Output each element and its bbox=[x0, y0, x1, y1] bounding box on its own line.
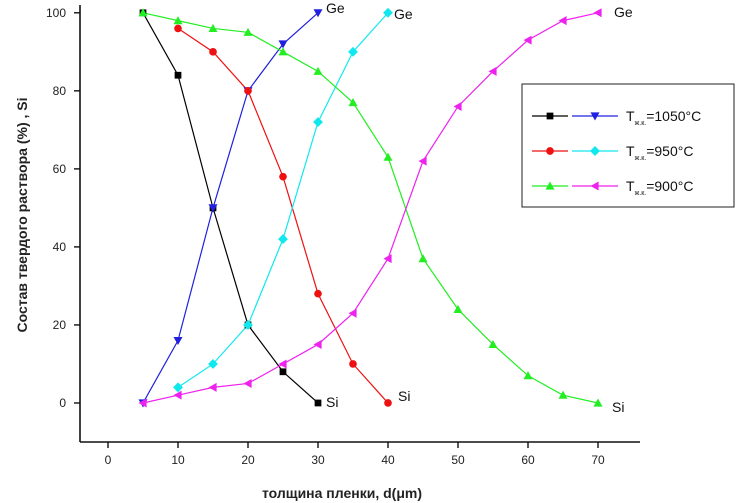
legend-entry: Tж.к.=950°C bbox=[532, 143, 693, 162]
data-point-ge_1050 bbox=[173, 336, 183, 346]
x-tick-label: 40 bbox=[381, 453, 395, 467]
series-line-ge_950 bbox=[177, 12, 389, 388]
data-point-ge_900 bbox=[453, 101, 462, 111]
y-axis-title: Состав твердого раствора (%) , Si bbox=[14, 97, 30, 332]
x-axis-title: толщина пленки, d(μm) bbox=[262, 485, 422, 501]
y-tick-label: 40 bbox=[53, 240, 67, 254]
legend-entry: Tж.к.=900°C bbox=[532, 178, 693, 197]
data-point-ge_900 bbox=[348, 308, 357, 318]
series-markers bbox=[138, 7, 603, 408]
data-point-ge_900 bbox=[313, 339, 322, 349]
data-point-si_900 bbox=[558, 390, 568, 399]
data-point-si_950 bbox=[244, 87, 252, 95]
data-point-ge_950 bbox=[313, 117, 323, 128]
x-tick-label: 60 bbox=[521, 453, 535, 467]
data-point-ge_1050 bbox=[278, 40, 288, 49]
data-point-si_900 bbox=[593, 398, 603, 407]
data-point-ge_950 bbox=[278, 234, 288, 245]
data-point-si_1050 bbox=[174, 71, 182, 79]
y-ticks: 0 20 40 60 80 100 bbox=[46, 6, 80, 410]
data-point-ge_900 bbox=[558, 16, 567, 26]
data-point-si_900 bbox=[138, 8, 148, 17]
data-point-ge_950 bbox=[208, 359, 218, 369]
data-point-si_900 bbox=[243, 27, 253, 36]
y-tick-label: 100 bbox=[46, 6, 66, 20]
data-point-ge_950 bbox=[348, 46, 358, 57]
data-point-ge_1050 bbox=[208, 204, 218, 213]
legend-marker bbox=[546, 147, 554, 155]
axes: 0 10 20 30 40 50 60 70 0 20 40 60 80 100 bbox=[46, 5, 640, 467]
y-tick-label: 60 bbox=[53, 162, 67, 176]
x-ticks: 0 10 20 30 40 50 60 70 bbox=[105, 442, 605, 467]
data-point-si_900 bbox=[523, 371, 533, 380]
series-line-si_950 bbox=[177, 27, 389, 404]
data-point-si_900 bbox=[488, 339, 498, 349]
data-point-ge_900 bbox=[523, 35, 532, 45]
data-point-ge_900 bbox=[278, 359, 287, 369]
data-point-si_950 bbox=[349, 360, 357, 368]
data-point-si_900 bbox=[208, 23, 218, 33]
legend-label: Tж.к.=950°C bbox=[626, 143, 693, 162]
data-point-ge_950 bbox=[383, 7, 393, 18]
data-point-ge_900 bbox=[383, 254, 392, 264]
data-point-si_1050 bbox=[314, 399, 322, 407]
legend-marker bbox=[590, 181, 599, 191]
data-point-si_950 bbox=[279, 172, 287, 181]
x-tick-label: 20 bbox=[241, 453, 255, 467]
data-point-si_900 bbox=[278, 47, 288, 56]
end-label-si_900: Si bbox=[612, 399, 624, 415]
data-point-ge_900 bbox=[418, 156, 427, 166]
x-tick-label: 50 bbox=[451, 453, 465, 467]
legend-label: Tж.к.=1050°C bbox=[626, 108, 701, 127]
data-point-ge_900 bbox=[208, 382, 217, 392]
data-point-ge_1050 bbox=[313, 9, 323, 18]
legend-entry: Tж.к.=1050°C bbox=[532, 108, 701, 127]
data-point-si_900 bbox=[313, 66, 323, 75]
data-point-si_1050 bbox=[279, 368, 287, 376]
data-point-si_950 bbox=[314, 289, 322, 298]
data-point-si_900 bbox=[383, 152, 393, 161]
data-point-ge_950 bbox=[173, 382, 183, 393]
data-point-ge_900 bbox=[138, 398, 147, 408]
series-line-ge_900 bbox=[142, 12, 599, 404]
series-line-si_900 bbox=[142, 12, 599, 404]
end-labels: Si Ge Si Ge Si Ge bbox=[326, 0, 633, 415]
legend: Tж.к.=1050°C Tж.к.=950°C Tж.к.=900°C bbox=[521, 83, 735, 208]
data-point-ge_900 bbox=[488, 66, 497, 76]
legend-marker bbox=[546, 112, 554, 120]
data-point-ge_900 bbox=[243, 378, 252, 388]
data-point-si_950 bbox=[209, 47, 217, 56]
data-point-si_900 bbox=[453, 304, 463, 313]
legend-marker bbox=[590, 112, 600, 121]
legend-marker bbox=[590, 146, 600, 156]
legend-items: Tж.к.=1050°C Tж.к.=950°C Tж.к.=900°C bbox=[532, 108, 701, 197]
y-tick-label: 20 bbox=[53, 318, 67, 332]
data-point-si_900 bbox=[173, 16, 183, 25]
end-label-si_950: Si bbox=[398, 388, 410, 404]
end-label-ge_950: Ge bbox=[394, 6, 413, 22]
series-line-si_1050 bbox=[142, 12, 319, 404]
end-label-ge_900: Ge bbox=[614, 4, 633, 20]
series-line-ge_1050 bbox=[142, 12, 319, 404]
end-label-ge_1050: Ge bbox=[326, 0, 345, 16]
legend-marker bbox=[545, 181, 555, 190]
x-tick-label: 10 bbox=[171, 453, 185, 467]
x-tick-label: 30 bbox=[311, 453, 325, 467]
data-point-si_900 bbox=[348, 98, 358, 107]
data-point-si_950 bbox=[174, 24, 182, 33]
y-tick-label: 80 bbox=[53, 84, 67, 98]
data-point-ge_900 bbox=[593, 8, 602, 18]
y-tick-label: 0 bbox=[59, 396, 66, 410]
data-point-si_950 bbox=[384, 399, 392, 407]
x-tick-label: 70 bbox=[591, 453, 605, 467]
data-point-si_900 bbox=[418, 254, 428, 263]
end-label-si_1050: Si bbox=[326, 394, 338, 410]
x-tick-label: 0 bbox=[105, 453, 112, 467]
data-point-ge_900 bbox=[173, 390, 182, 400]
data-point-ge_950 bbox=[243, 319, 253, 330]
legend-label: Tж.к.=900°C bbox=[626, 178, 693, 197]
